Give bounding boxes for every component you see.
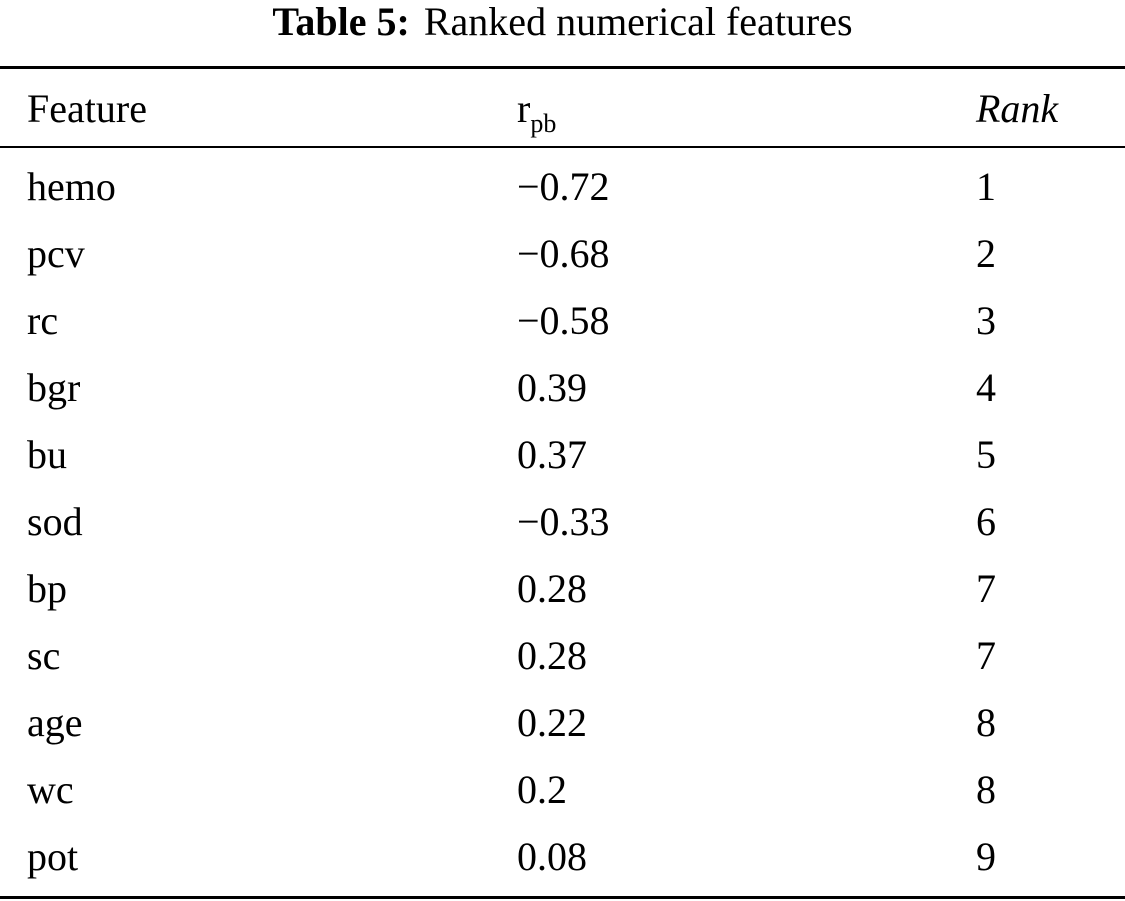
rpb-cell: 0.37	[517, 432, 587, 477]
rank-cell: 5	[976, 432, 996, 477]
rank-cell: 8	[976, 767, 996, 812]
rank-cell: 8	[976, 700, 996, 745]
header-r: r	[517, 86, 531, 131]
table-row: wc 0.2 8	[0, 753, 1125, 820]
feature-cell: bp	[27, 566, 67, 611]
rpb-cell: 0.22	[517, 700, 587, 745]
rpb-cell: −0.33	[517, 499, 610, 544]
rank-cell: 2	[976, 231, 996, 276]
table-row: bu 0.37 5	[0, 418, 1125, 485]
table-row: sc 0.28 7	[0, 619, 1125, 686]
rpb-cell: 0.08	[517, 834, 587, 879]
feature-cell: pot	[27, 834, 79, 879]
table-body: hemo −0.72 1 pcv −0.68 2 rc −0.58 3 bgr …	[0, 150, 1125, 895]
rank-cell: 7	[976, 566, 996, 611]
top-rule	[0, 66, 1125, 69]
feature-cell: pcv	[27, 231, 85, 276]
rank-cell: 4	[976, 365, 996, 410]
feature-cell: sc	[27, 633, 61, 678]
rpb-cell: −0.68	[517, 231, 610, 276]
feature-cell: sod	[27, 499, 83, 544]
rank-cell: 6	[976, 499, 996, 544]
feature-cell: age	[27, 700, 83, 745]
feature-cell: rc	[27, 298, 59, 343]
feature-cell: wc	[27, 767, 74, 812]
header-rank: Rank	[976, 86, 1059, 131]
bottom-rule	[0, 896, 1125, 899]
table-row: age 0.22 8	[0, 686, 1125, 753]
rank-cell: 3	[976, 298, 996, 343]
table-row: rc −0.58 3	[0, 284, 1125, 351]
rpb-cell: 0.2	[517, 767, 567, 812]
rpb-cell: 0.28	[517, 633, 587, 678]
table-row: sod −0.33 6	[0, 485, 1125, 552]
rpb-cell: 0.39	[517, 365, 587, 410]
rank-cell: 1	[976, 164, 996, 209]
table-caption: Table 5: Ranked numerical features	[0, 0, 1125, 48]
table-header: Feature rpb Rank	[0, 69, 1125, 146]
rank-cell: 9	[976, 834, 996, 879]
rpb-cell: 0.28	[517, 566, 587, 611]
feature-cell: bgr	[27, 365, 81, 410]
header-feature: Feature	[27, 86, 147, 131]
rpb-cell: −0.58	[517, 298, 610, 343]
header-rpb: rpb	[517, 86, 556, 139]
caption-text: Ranked numerical features	[423, 0, 853, 44]
table-row: pcv −0.68 2	[0, 217, 1125, 284]
table-row: bgr 0.39 4	[0, 351, 1125, 418]
header-r-subscript: pb	[530, 109, 557, 138]
table-row: hemo −0.72 1	[0, 150, 1125, 217]
caption-label: Table 5:	[272, 0, 410, 44]
rank-cell: 7	[976, 633, 996, 678]
table-row: pot 0.08 9	[0, 820, 1125, 887]
table-row: bp 0.28 7	[0, 552, 1125, 619]
feature-cell: bu	[27, 432, 67, 477]
feature-cell: hemo	[27, 164, 116, 209]
rpb-cell: −0.72	[517, 164, 610, 209]
header-rule	[0, 146, 1125, 148]
